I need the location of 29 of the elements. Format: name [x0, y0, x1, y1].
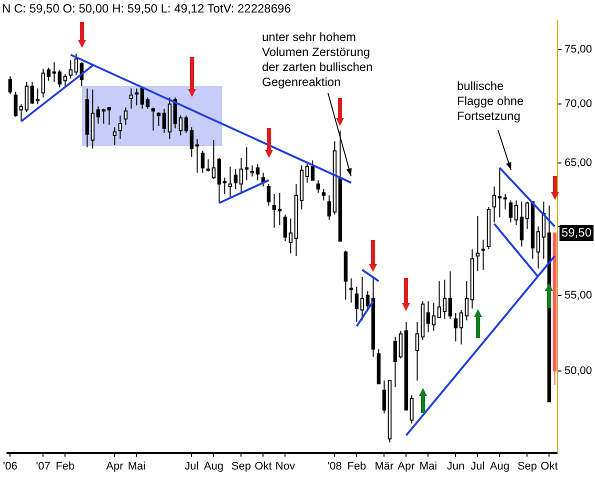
- chart-title: N C: 59,50 O: 50,00 H: 59,50 L: 49,12 TotV: 22228696: [2, 2, 292, 16]
- x-tick-label: Okt: [540, 460, 558, 472]
- y-tick-label: 75,00: [564, 44, 592, 56]
- x-tick-label: Jul: [184, 460, 199, 472]
- annotation: 59,50: [561, 225, 592, 240]
- x-tick-label: Sep: [517, 460, 538, 472]
- x-tick-label: Feb: [347, 460, 366, 472]
- y-tick-label: 55,00: [564, 289, 592, 302]
- x-tick-label: Aug: [204, 460, 224, 472]
- x-tick-label: Mär: [374, 460, 394, 472]
- x-tick-label: '06: [3, 460, 18, 472]
- x-tick-label: Aug: [490, 460, 510, 472]
- x-tick-label: Apr: [106, 460, 124, 472]
- y-tick-label: 65,00: [564, 156, 592, 169]
- x-tick-label: Apr: [398, 460, 416, 472]
- y-tick-label: 50,00: [564, 365, 592, 378]
- x-tick-label: Mai: [128, 460, 146, 472]
- x-tick-label: Jun: [446, 460, 465, 472]
- x-tick-label: '08: [328, 460, 342, 472]
- x-tick-label: Okt: [254, 460, 272, 472]
- x-tick-label: Mai: [419, 460, 438, 472]
- x-tick-label: Feb: [56, 460, 75, 472]
- annotation: bullische Flagge ohne Fortsetzung: [457, 79, 524, 124]
- x-tick-label: Sep: [231, 460, 251, 472]
- x-tick-label: Nov: [275, 460, 296, 472]
- x-tick-label: '07: [36, 460, 50, 472]
- annotation: unter sehr hohem Volumen Zerstörung der zarten bullischen Gegenreaktion: [262, 30, 373, 90]
- x-tick-label: Jul: [470, 460, 485, 472]
- y-tick-label: 70,00: [564, 98, 592, 110]
